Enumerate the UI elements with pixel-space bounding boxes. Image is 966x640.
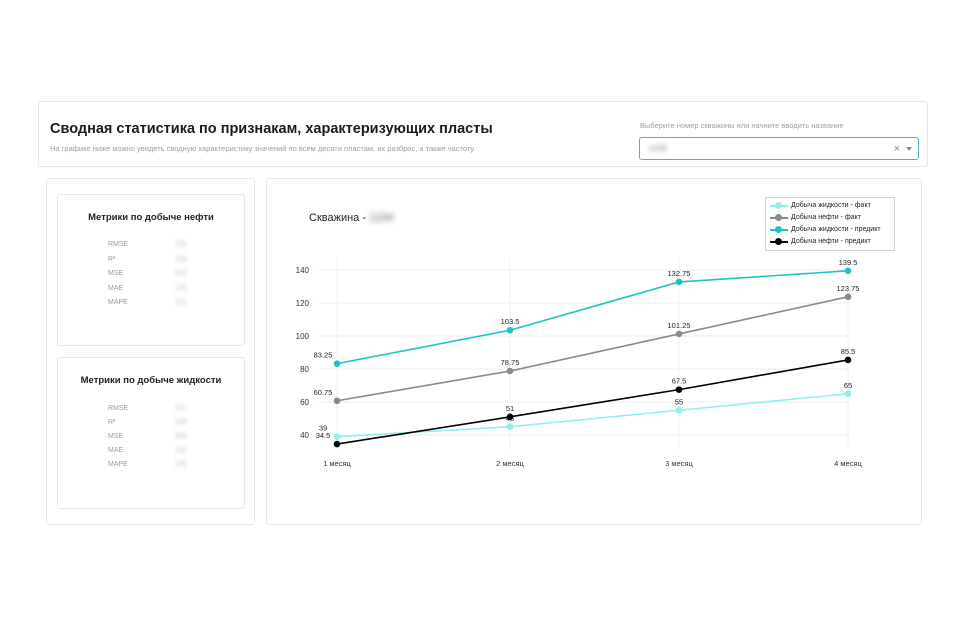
data-point (675, 406, 683, 414)
data-point (506, 413, 514, 421)
data-point (506, 367, 514, 375)
metric-value: 6.3 (176, 270, 186, 277)
data-point (675, 386, 683, 393)
data-label: 55 (675, 397, 683, 406)
data-point (506, 326, 514, 334)
metric-value: 1.9 (176, 285, 186, 292)
data-label: 132.75 (668, 269, 691, 278)
metric-label: RMSE (108, 405, 129, 412)
legend-label: Добыча жидкости - предикт (791, 226, 881, 233)
data-label: 67.5 (672, 377, 687, 386)
data-point (844, 390, 852, 398)
legend-label: Добыча нефти - предикт (791, 238, 871, 245)
chevron-down-icon[interactable] (906, 147, 912, 151)
data-label: 85.5 (841, 347, 856, 356)
data-point (506, 423, 514, 431)
data-point (844, 293, 852, 301)
metric-value: 2.1 (176, 299, 186, 306)
data-label: 51 (506, 404, 514, 413)
metric-value: 0.9 (176, 419, 186, 426)
y-tick-label: 60 (300, 398, 309, 407)
data-point (333, 433, 341, 440)
chart-legend[interactable]: Добыча жидкости - факт Добыча нефти - фак… (765, 197, 895, 251)
x-tick-label: 3 месяц (665, 459, 693, 468)
metric-value: 2.4 (176, 447, 186, 454)
metric-label: MAE (108, 285, 124, 292)
series-line (336, 270, 849, 365)
metric-value: 2.5 (176, 241, 186, 248)
metric-value: 3.1 (176, 405, 186, 412)
metric-value: 9.6 (176, 433, 186, 440)
data-label: 34.5 (316, 431, 331, 440)
metric-label: MAPE (108, 299, 128, 306)
clear-icon[interactable]: × (893, 143, 900, 155)
data-label: 123.75 (837, 284, 860, 293)
well-select-label: Выберите номер скважины или начните ввод… (640, 121, 844, 130)
liquid-metrics-title: Метрики по добыче жидкости (80, 375, 222, 386)
page-title: Сводная статистика по признакам, характе… (50, 121, 493, 137)
metric-label: MAE (108, 447, 124, 454)
well-select[interactable]: 1234 × (639, 137, 919, 160)
metric-value: 2.6 (176, 461, 186, 468)
metric-label: MSE (108, 433, 124, 440)
metrics-panel: Метрики по добыче нефти RMSE 2.5 R² 0.9 … (46, 178, 255, 525)
legend-marker (775, 202, 782, 209)
liquid-metrics-card: Метрики по добыче жидкости RMSE 3.1 R² 0… (57, 357, 245, 509)
legend-label: Добыча жидкости - факт (791, 202, 871, 209)
metric-label: R² (108, 256, 116, 263)
y-tick-label: 40 (300, 431, 309, 440)
well-select-value: 1234 (649, 144, 667, 153)
data-point (333, 440, 341, 448)
line-chart: 40 60 80 100 120 140 1 месяц 2 месяц 3 месяц 4 ме… (296, 257, 863, 468)
metric-value: 0.9 (176, 256, 186, 263)
data-label: 83.25 (314, 351, 333, 360)
x-tick-label: 2 месяц (496, 459, 524, 468)
data-label: 103.5 (501, 317, 520, 326)
data-point (844, 267, 852, 275)
y-tick-label: 120 (296, 299, 310, 308)
y-tick-label: 100 (296, 332, 310, 341)
oil-metrics-card: Метрики по добыче нефти RMSE 2.5 R² 0.9 … (57, 194, 245, 346)
data-point (844, 356, 852, 364)
data-point (675, 278, 683, 286)
chart-title-well: 1234 (369, 212, 394, 224)
series-line (336, 296, 849, 402)
metric-label: RMSE (108, 241, 129, 248)
metric-label: R² (108, 419, 116, 426)
page-subtitle: На графике ниже можно увидеть сводную ха… (50, 144, 476, 153)
x-tick-label: 1 месяц (323, 459, 351, 468)
metric-label: MAPE (108, 461, 128, 468)
legend-marker (775, 214, 782, 221)
header-card: Сводная статистика по признакам, характе… (38, 101, 928, 167)
y-tick-label: 80 (300, 365, 309, 374)
data-label: 78.75 (501, 358, 520, 367)
metric-label: MSE (108, 270, 124, 277)
data-label: 139.5 (839, 258, 858, 267)
legend-label: Добыча нефти - факт (791, 214, 861, 221)
data-label: 101.25 (668, 321, 691, 330)
data-label: 39 (319, 424, 327, 433)
series-line (336, 359, 849, 445)
legend-marker (775, 226, 782, 233)
data-point (333, 360, 341, 367)
chart-panel: Скважина - 1234 40 60 80 100 120 140 1 месяц 2 … (266, 178, 922, 525)
data-point (333, 397, 341, 405)
x-tick-label: 4 месяц (834, 459, 862, 468)
chart-title-prefix: Скважина - (309, 212, 370, 224)
data-label: 60.75 (314, 388, 333, 397)
series-line (336, 392, 849, 438)
chart-title: Скважина - 1234 (309, 212, 394, 224)
legend-marker (775, 238, 782, 245)
y-tick-label: 140 (296, 266, 310, 275)
data-point (675, 330, 683, 338)
data-label: 65 (844, 381, 852, 390)
oil-metrics-title: Метрики по добыче нефти (88, 212, 214, 223)
